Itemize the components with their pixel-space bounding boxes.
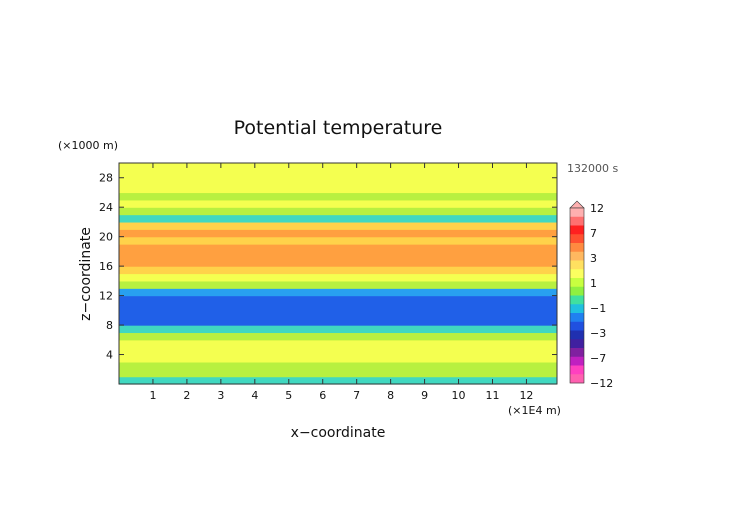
contour-band (119, 273, 557, 282)
x-axis-ticks: 1 2 3 4 5 6 7 8 9 10 11 12 (149, 163, 533, 402)
colorbar-segment (570, 374, 584, 384)
contour-band (119, 199, 557, 208)
contour-band (119, 170, 557, 179)
contour-band (119, 325, 557, 334)
y-tick-label: 12 (99, 290, 113, 303)
x-tick-label: 8 (387, 389, 394, 402)
contour-band (119, 295, 557, 304)
contour-band (119, 177, 557, 186)
contour-band (119, 185, 557, 194)
colorbar-label: −7 (590, 352, 606, 365)
colorbar-segment (570, 278, 584, 288)
colorbar-segment (570, 243, 584, 253)
x-tick-label: 10 (452, 389, 466, 402)
colorbar-label: 12 (590, 202, 604, 215)
colorbar-segment (570, 313, 584, 323)
colorbar-segment (570, 269, 584, 279)
contour-band (119, 288, 557, 297)
x-axis-label: x−coordinate (291, 425, 386, 441)
y-axis-label: z−coordinate (78, 227, 94, 321)
contour-band (119, 369, 557, 378)
contour-band (119, 310, 557, 319)
y-tick-label: 24 (99, 201, 113, 214)
y-tick-label: 4 (106, 349, 113, 362)
x-tick-label: 5 (285, 389, 292, 402)
y-tick-label: 28 (99, 172, 113, 185)
contour-band (119, 214, 557, 223)
x-tick-label: 11 (485, 389, 499, 402)
contour-band (119, 221, 557, 230)
y-tick-label: 16 (99, 260, 113, 273)
colorbar-segment (570, 216, 584, 226)
contour-band (119, 192, 557, 201)
colorbar-segment (570, 260, 584, 270)
colorbar-segment (570, 234, 584, 244)
colorbar-segment (570, 321, 584, 331)
contour-band (119, 354, 557, 363)
x-tick-label: 6 (319, 389, 326, 402)
x-tick-label: 1 (149, 389, 156, 402)
contour-band (119, 163, 557, 171)
x-tick-label: 7 (353, 389, 360, 402)
colorbar-segment (570, 208, 584, 218)
contour-band (119, 244, 557, 252)
time-label: 132000 s (567, 162, 618, 175)
contour-band (119, 236, 557, 245)
colorbar-arrow (569, 200, 585, 209)
y-axis-unit: (×1000 m) (58, 139, 118, 152)
contour-band (119, 302, 557, 311)
colorbar-segment (570, 251, 584, 261)
y-axis-ticks: 4 8 12 16 20 24 28 (99, 172, 557, 362)
colorbar-segment (570, 304, 584, 314)
colorbar-label: 1 (590, 277, 597, 290)
x-axis-unit: (×1E4 m) (508, 404, 561, 417)
colorbar-segment (570, 365, 584, 375)
contour-band (119, 251, 557, 260)
colorbar-label: −12 (590, 377, 613, 390)
contour-band (119, 229, 557, 238)
contour-band (119, 317, 557, 326)
x-tick-label: 12 (519, 389, 533, 402)
plot-frame (118, 162, 558, 385)
contour-band (119, 376, 557, 385)
colorbar-frame (569, 207, 585, 384)
y-tick-label: 20 (99, 231, 113, 244)
contour-band (119, 207, 557, 216)
x-tick-label: 3 (217, 389, 224, 402)
x-tick-label: 9 (421, 389, 428, 402)
colorbar-label: 7 (590, 227, 597, 240)
x-tick-label: 4 (251, 389, 258, 402)
y-tick-label: 8 (106, 319, 113, 332)
colorbar-label: −3 (590, 327, 606, 340)
contour-band (119, 361, 557, 370)
contour-band (119, 332, 557, 341)
contour-band (119, 339, 557, 348)
chart-title: Potential temperature (234, 117, 443, 139)
contour-band (119, 258, 557, 267)
contour-field (119, 163, 557, 385)
x-tick-label: 2 (183, 389, 190, 402)
colorbar-label: 3 (590, 252, 597, 265)
colorbar-segment (570, 339, 584, 349)
colorbar-segment (570, 295, 584, 305)
colorbar-segment (570, 356, 584, 366)
contour-band (119, 347, 557, 356)
colorbar: 12 7 3 1 −1 −3 −7 −12 (569, 200, 613, 390)
colorbar-segment (570, 286, 584, 296)
colorbar-label: −1 (590, 302, 606, 315)
colorbar-segment (570, 348, 584, 358)
contour-band (119, 266, 557, 275)
contour-band (119, 280, 557, 289)
colorbar-segment (570, 225, 584, 235)
colorbar-segment (570, 330, 584, 340)
